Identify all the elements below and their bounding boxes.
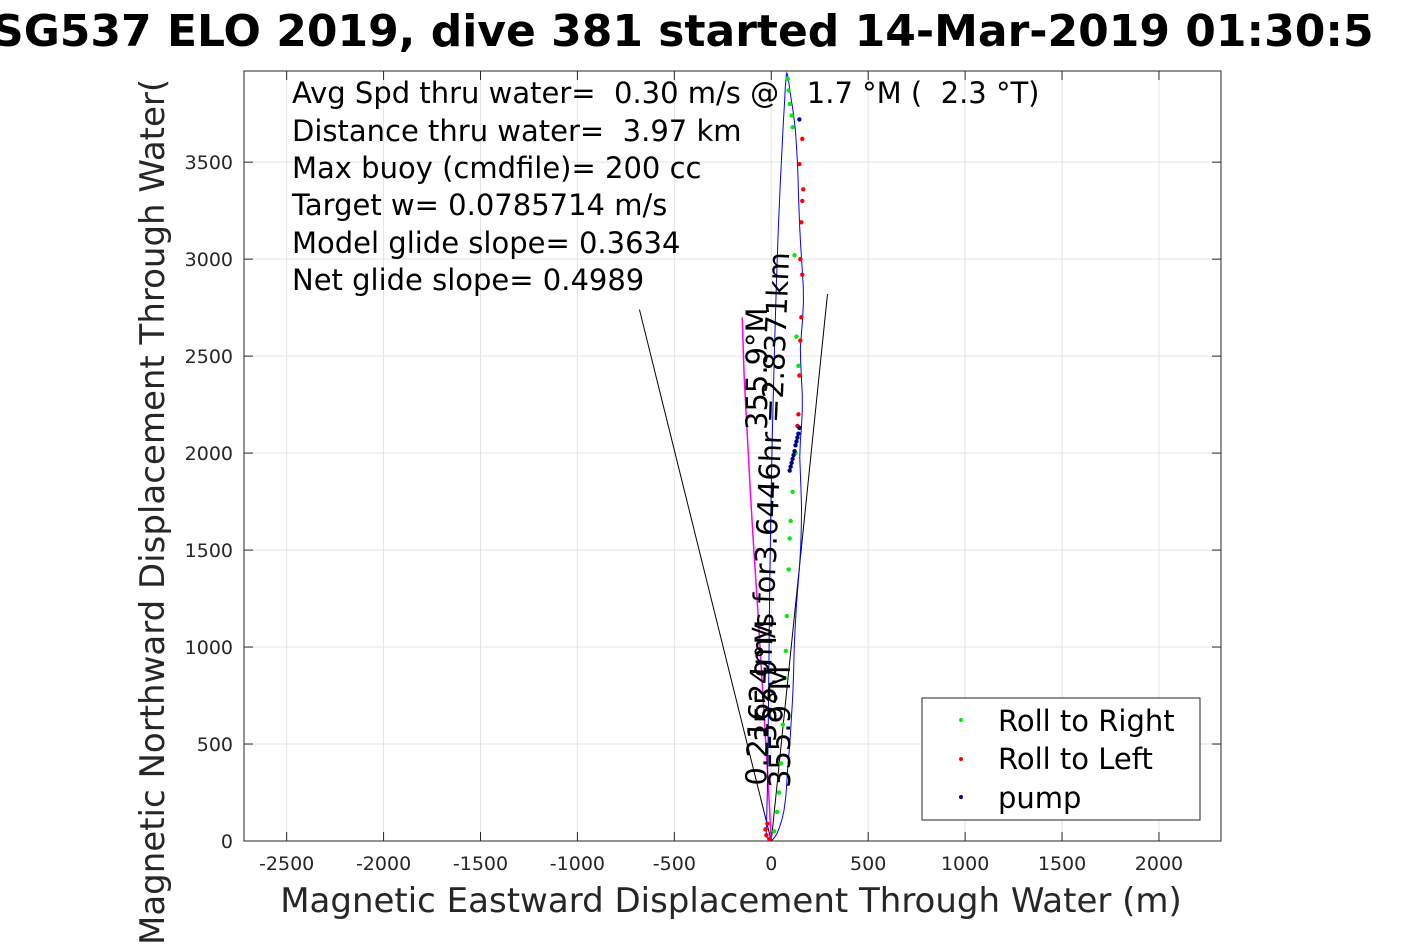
point-roll-to-right (778, 761, 784, 766)
annotation-heading-right: 355.9°M (740, 307, 774, 430)
y-tick-label: 1000 (185, 637, 233, 659)
point-roll-to-right (794, 334, 799, 339)
x-tick-label: 2000 (1135, 853, 1183, 875)
point-roll-to-right (783, 648, 789, 654)
point-roll-to-right (774, 809, 780, 815)
y-tick-label: 2000 (185, 443, 233, 465)
point-roll-to-right (790, 489, 795, 495)
legend-label-roll-left: Roll to Left (998, 742, 1153, 776)
legend-label-roll-right: Roll to Right (998, 704, 1175, 738)
legend-marker-roll-right (959, 718, 963, 722)
x-tick-label: 1000 (941, 853, 989, 875)
annotation-target-w: Target w= 0.0785714 m/s (291, 188, 667, 222)
point-roll-to-right (785, 76, 790, 81)
y-tick-labels: 0 500 1000 1500 2000 2500 3000 3500 (185, 152, 233, 853)
point-roll-to-right (790, 125, 795, 130)
legend-marker-roll-left (959, 757, 963, 761)
point-pump (794, 439, 799, 444)
annotation-distance: Distance thru water= 3.97 km (292, 114, 742, 148)
point-pump (797, 117, 802, 122)
glider-track-line (765, 71, 804, 842)
point-roll-to-right (792, 253, 797, 258)
point-pump (791, 452, 796, 458)
x-tick-label: 500 (850, 853, 886, 875)
y-tick-label: 3000 (185, 249, 233, 271)
x-tick-label: -1500 (453, 853, 508, 875)
point-pump (790, 456, 795, 462)
point-pump (793, 443, 798, 448)
point-pump (787, 468, 792, 473)
legend-marker-pump (959, 795, 963, 799)
annotation-max-buoy: Max buoy (cmdfile)= 200 cc (292, 151, 701, 185)
point-pump (797, 425, 802, 431)
x-tick-label: -1000 (550, 853, 605, 875)
point-pump (789, 460, 794, 465)
annotation-net-glide: Net glide slope= 0.4989 (292, 263, 644, 297)
current-vector-line (741, 317, 773, 842)
y-tick-label: 0 (221, 831, 233, 853)
point-roll-to-left (764, 832, 769, 838)
x-tick-labels: -2500 -2000 -1500 -1000 -500 0 500 1000 1500 2000 (259, 853, 1183, 875)
plot-area-frame (243, 70, 1222, 842)
x-axis-label: Magnetic Eastward Displacement Through W… (280, 881, 1182, 921)
point-roll-to-left (799, 315, 804, 320)
annotation-model-glide: Model glide slope= 0.3634 (292, 226, 680, 260)
stats-annotations: Avg Spd thru water= 0.30 m/s @ 1.7 °M ( … (291, 76, 1040, 297)
point-roll-to-right (771, 829, 777, 834)
point-roll-to-left (797, 161, 802, 167)
point-roll-to-right (787, 101, 792, 107)
x-tick-label: -500 (653, 853, 696, 875)
point-pump (792, 448, 797, 454)
point-roll-to-left (801, 187, 806, 192)
x-tick-label: -2500 (259, 853, 314, 875)
annotation-heading-small: 355.9°M (763, 665, 797, 788)
point-pump (796, 431, 801, 436)
y-axis-label: Magnetic Northward Displacement Through … (133, 79, 173, 945)
point-roll-to-left (798, 338, 803, 343)
heading-cone-line (638, 309, 772, 842)
point-pump (788, 464, 793, 469)
point-roll-to-right (784, 613, 789, 619)
point-roll-to-left (798, 256, 803, 262)
point-roll-to-left (765, 821, 770, 826)
annotation-avg-speed: Avg Spd thru water= 0.30 m/s @ 1.7 °M ( … (292, 76, 1040, 110)
point-roll-to-left (800, 136, 805, 142)
point-roll-to-left (767, 836, 772, 842)
annotation-heading-lower: 355.9°M (749, 619, 783, 742)
point-roll-to-left (800, 198, 805, 204)
legend-label-pump: pump (998, 781, 1081, 815)
point-roll-to-right (789, 113, 794, 118)
legend-box (921, 697, 1201, 821)
point-roll-to-right (786, 567, 791, 572)
point-roll-to-right (780, 722, 786, 727)
point-roll-to-right (796, 363, 801, 369)
legend: Roll to Right Roll to Left pump (921, 697, 1201, 821)
y-tick-label: 2500 (185, 346, 233, 368)
x-tick-label: 0 (765, 853, 777, 875)
chart-title: SG537 ELO 2019, dive 381 started 14-Mar-… (0, 6, 1374, 57)
ticks (244, 71, 1221, 842)
point-roll-to-right (776, 790, 782, 795)
point-roll-to-right (787, 536, 792, 541)
y-tick-label: 1500 (185, 540, 233, 562)
data-layer (638, 71, 828, 842)
y-tick-label: 3500 (185, 152, 233, 174)
y-tick-label: 500 (197, 734, 233, 756)
point-roll-to-left (800, 272, 805, 277)
point-pump (795, 435, 800, 440)
point-roll-to-right (786, 88, 791, 93)
point-roll-to-left (763, 827, 768, 832)
x-tick-label: -2000 (356, 853, 411, 875)
point-roll-to-right (782, 675, 788, 681)
point-roll-to-left (799, 220, 804, 225)
point-roll-to-left (796, 412, 801, 417)
x-tick-label: 1500 (1038, 853, 1086, 875)
point-roll-to-left (797, 373, 802, 378)
point-roll-to-right (788, 518, 793, 524)
